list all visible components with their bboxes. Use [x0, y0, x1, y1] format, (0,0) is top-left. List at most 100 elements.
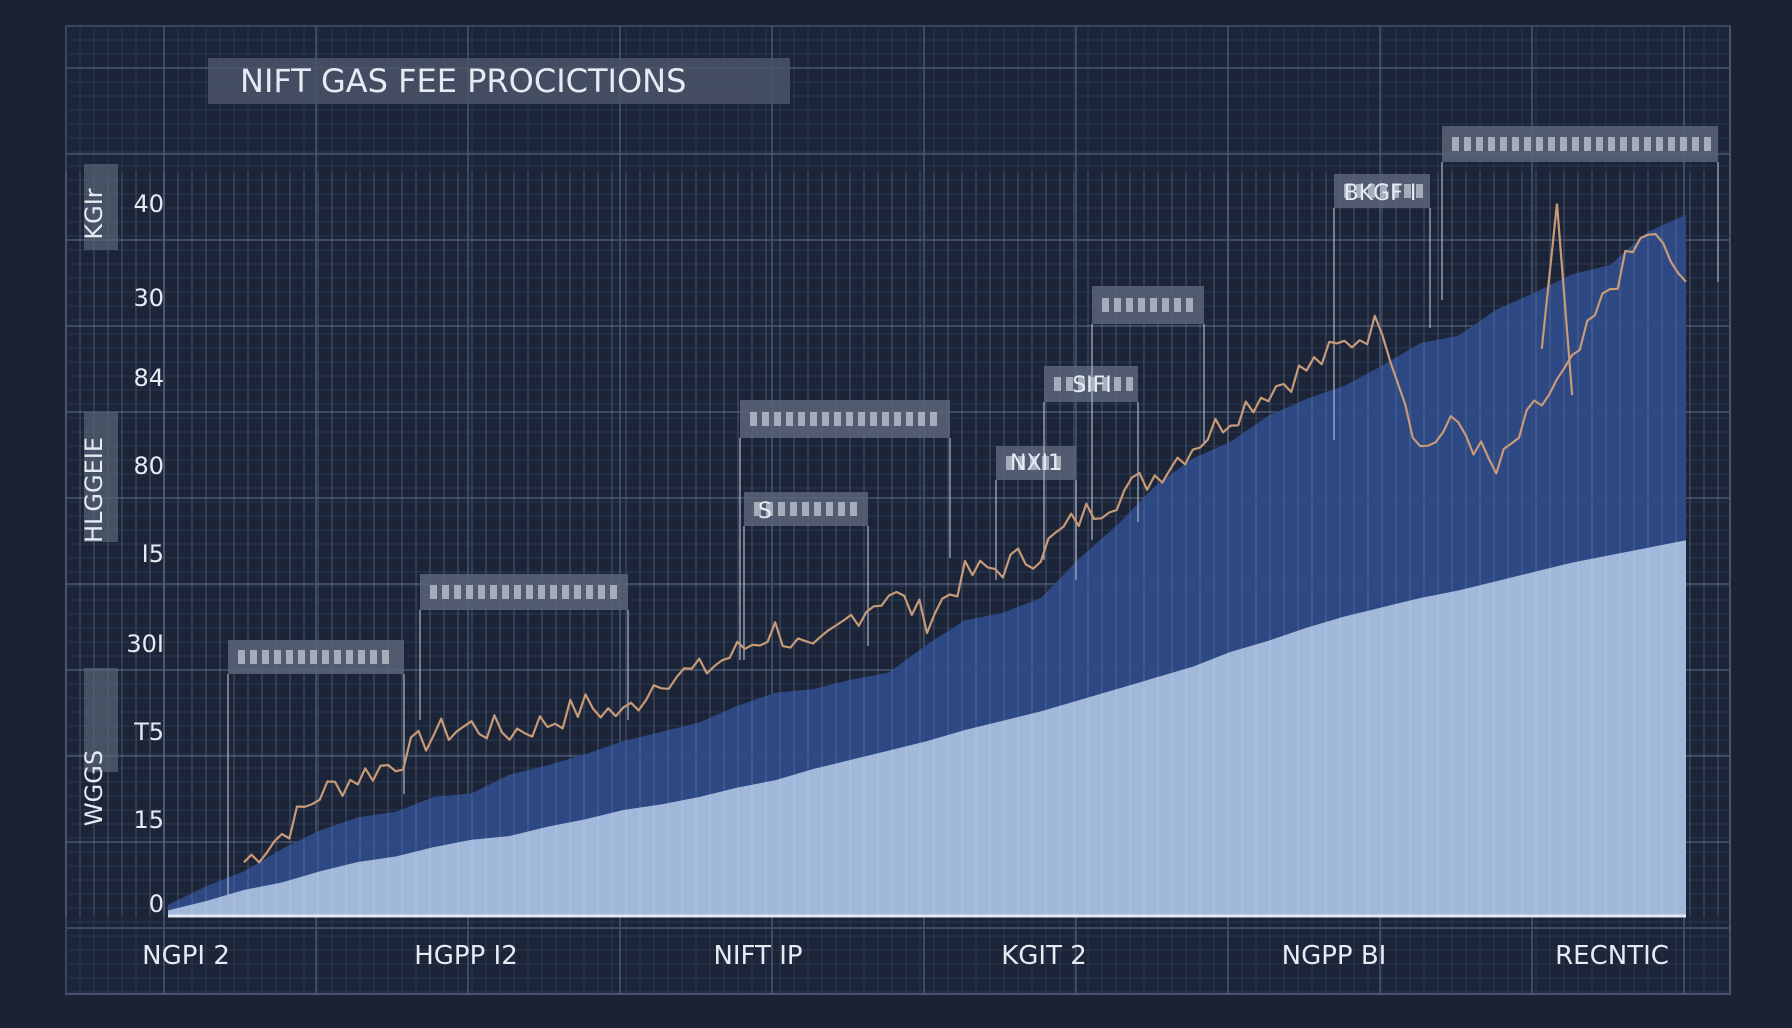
label-box-glyph — [774, 412, 781, 426]
label-box-glyph — [538, 585, 545, 599]
y-tick-label: 30 — [133, 284, 164, 312]
label-box-glyph — [826, 502, 833, 516]
y-tick-label: T5 — [133, 718, 164, 746]
annotation-label: S — [758, 499, 772, 524]
fee-line-spike — [1540, 203, 1574, 396]
y-tick-label: 84 — [133, 364, 164, 392]
label-box-glyph — [1042, 456, 1049, 470]
label-box-glyph — [370, 650, 377, 664]
y-tick-label: I5 — [142, 540, 164, 568]
y-axis-label-segment: WGGS — [80, 750, 108, 826]
label-box-glyph — [1186, 298, 1193, 312]
x-tick-label: RECNTIC — [1555, 941, 1669, 971]
label-box-glyph — [1608, 137, 1615, 151]
label-box-glyph — [1512, 137, 1519, 151]
label-box-glyph — [790, 502, 797, 516]
fee-line — [243, 233, 1687, 864]
label-box-glyph — [466, 585, 473, 599]
label-box-glyph — [1150, 298, 1157, 312]
label-box-glyph — [750, 412, 757, 426]
y-tick-label: 15 — [133, 806, 164, 834]
label-box-glyph — [870, 412, 877, 426]
label-box-glyph — [1090, 377, 1097, 391]
label-box-glyph — [766, 502, 773, 516]
y-tick-label: 80 — [133, 452, 164, 480]
x-tick-label: NIFT IP — [713, 941, 802, 971]
label-box-glyph — [238, 650, 245, 664]
label-box-glyph — [1138, 298, 1145, 312]
label-box-glyph — [1584, 137, 1591, 151]
label-box-glyph — [802, 502, 809, 516]
label-box-glyph — [274, 650, 281, 664]
label-box-glyph — [1476, 137, 1483, 151]
area-inner — [168, 540, 1686, 916]
label-box-glyph — [1536, 137, 1543, 151]
label-box-glyph — [262, 650, 269, 664]
label-box-glyph — [598, 585, 605, 599]
label-box-glyph — [1416, 184, 1423, 198]
y-label-box — [84, 164, 118, 250]
annotation-label: BKGF I — [1344, 181, 1417, 206]
label-box-glyph — [1126, 377, 1133, 391]
label-box-glyph — [1114, 298, 1121, 312]
label-box-glyph — [478, 585, 485, 599]
x-tick-label: KGIT 2 — [1001, 941, 1087, 971]
annotation-label: NXI1 — [1010, 451, 1062, 476]
label-box — [420, 574, 628, 610]
y-axis-ticks: 0 15 T5 30I I5 80 84 30 40 — [126, 190, 164, 918]
y-tick-label: 30I — [126, 630, 164, 658]
area-series — [65, 172, 1719, 918]
label-box-glyph — [454, 585, 461, 599]
label-box-glyph — [850, 502, 857, 516]
label-box — [1442, 126, 1718, 162]
label-box-glyph — [514, 585, 521, 599]
label-box-glyph — [574, 585, 581, 599]
label-box-glyph — [1344, 184, 1351, 198]
label-box-glyph — [1054, 456, 1061, 470]
label-box-glyph — [1464, 137, 1471, 151]
label-box-glyph — [586, 585, 593, 599]
label-box-glyph — [822, 412, 829, 426]
x-axis-ticks: NGPI 2 HGPP I2 NIFT IP KGIT 2 NGPP BI RE… — [142, 941, 1669, 971]
label-box-glyph — [1174, 298, 1181, 312]
label-box-glyph — [1656, 137, 1663, 151]
y-tick-label: 40 — [133, 190, 164, 218]
label-box-glyph — [754, 502, 761, 516]
label-box-glyph — [1500, 137, 1507, 151]
label-box-glyph — [1380, 184, 1387, 198]
x-tick-label: NGPI 2 — [142, 941, 230, 971]
y-axis-label: KGIr HLGGEIE WGGS — [80, 164, 118, 826]
label-box-glyph — [1596, 137, 1603, 151]
label-box-glyph — [526, 585, 533, 599]
title-background — [208, 58, 790, 104]
label-box-glyph — [1404, 184, 1411, 198]
chart-title: NIFT GAS FEE PROCICTIONS — [240, 62, 686, 100]
y-tick-label: 0 — [149, 890, 164, 918]
y-label-box — [84, 412, 118, 542]
label-box-glyph — [1620, 137, 1627, 151]
label-box-glyph — [550, 585, 557, 599]
label-box-glyph — [1066, 377, 1073, 391]
label-box-glyph — [1102, 298, 1109, 312]
label-box-glyph — [250, 650, 257, 664]
label-box-glyph — [1102, 377, 1109, 391]
label-box-glyph — [358, 650, 365, 664]
label-box-glyph — [1006, 456, 1013, 470]
label-box-glyph — [490, 585, 497, 599]
label-box-glyph — [1114, 377, 1121, 391]
label-box-glyph — [1548, 137, 1555, 151]
y-axis-label-segment: HLGGEIE — [80, 437, 108, 543]
label-box-glyph — [1632, 137, 1639, 151]
label-box-glyph — [1704, 137, 1711, 151]
label-box-glyph — [834, 412, 841, 426]
label-box-glyph — [894, 412, 901, 426]
label-box — [1092, 286, 1204, 324]
label-box-glyph — [1452, 137, 1459, 151]
label-box-glyph — [846, 412, 853, 426]
x-tick-label: HGPP I2 — [414, 941, 518, 971]
label-box-glyph — [814, 502, 821, 516]
label-box-glyph — [1368, 184, 1375, 198]
annotations: BKGF I SIFI NXI1 S — [758, 181, 1416, 524]
